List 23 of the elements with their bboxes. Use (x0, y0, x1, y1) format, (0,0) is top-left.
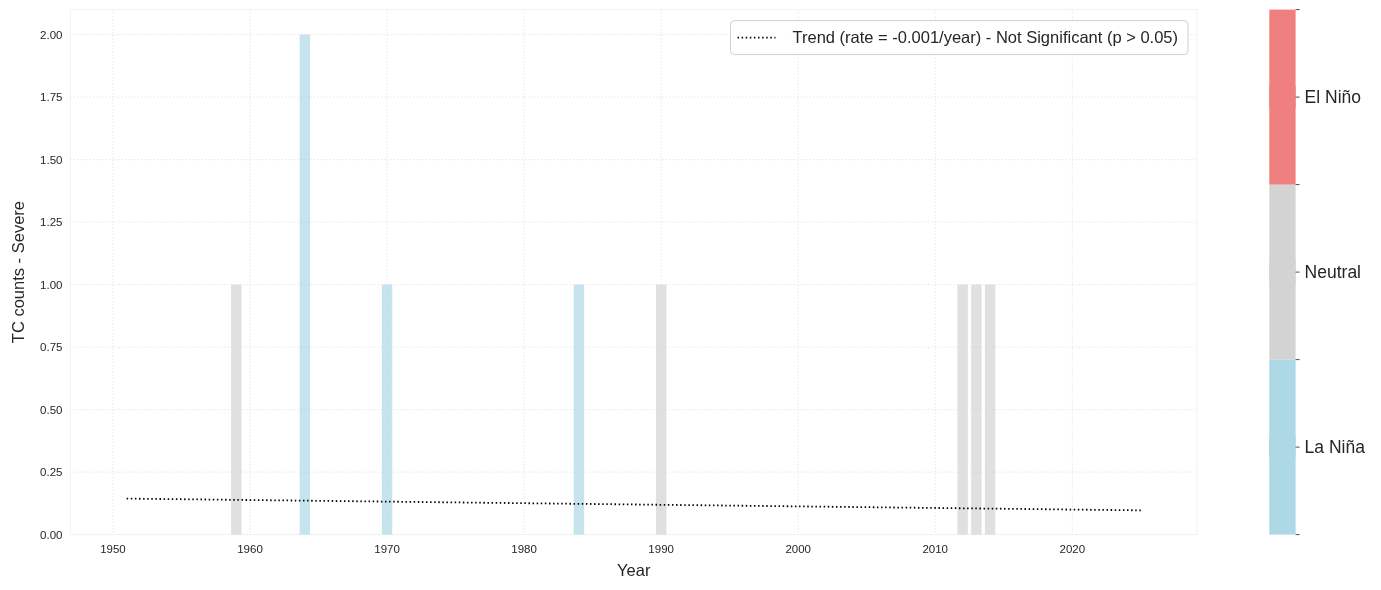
x-tick-label: 1950 (100, 542, 126, 555)
x-axis-title: Year (617, 560, 651, 579)
x-tick-label: 2010 (922, 542, 949, 555)
x-tick-label: 1970 (374, 542, 400, 555)
y-tick-label: 0.00 (40, 528, 63, 541)
y-tick-label: 0.25 (40, 466, 63, 479)
legend-label: El Niño (1304, 87, 1362, 108)
y-tick-label: 1.00 (40, 278, 63, 291)
y-tick-label: 2.00 (40, 28, 63, 41)
legend-label: Trend (rate = -0.001/year) - Not Significant (p > 0.05) (792, 28, 1179, 47)
legend-label: La Niña (1304, 437, 1366, 458)
x-tick-label: 1980 (511, 542, 537, 555)
x-tick-label: 2000 (785, 542, 811, 555)
x-tick-label: 1990 (648, 542, 674, 555)
x-tick-label: 1960 (237, 542, 263, 555)
x-tick-label: 2020 (1059, 542, 1086, 555)
y-tick-label: 1.25 (40, 216, 63, 229)
y-tick-label: 0.50 (40, 403, 63, 416)
y-axis-title: TC counts - Severe (8, 201, 27, 344)
y-tick-label: 0.75 (40, 341, 63, 354)
y-tick-label: 1.50 (40, 153, 63, 166)
legend-label: Neutral (1304, 262, 1362, 283)
y-tick-label: 1.75 (40, 91, 63, 104)
